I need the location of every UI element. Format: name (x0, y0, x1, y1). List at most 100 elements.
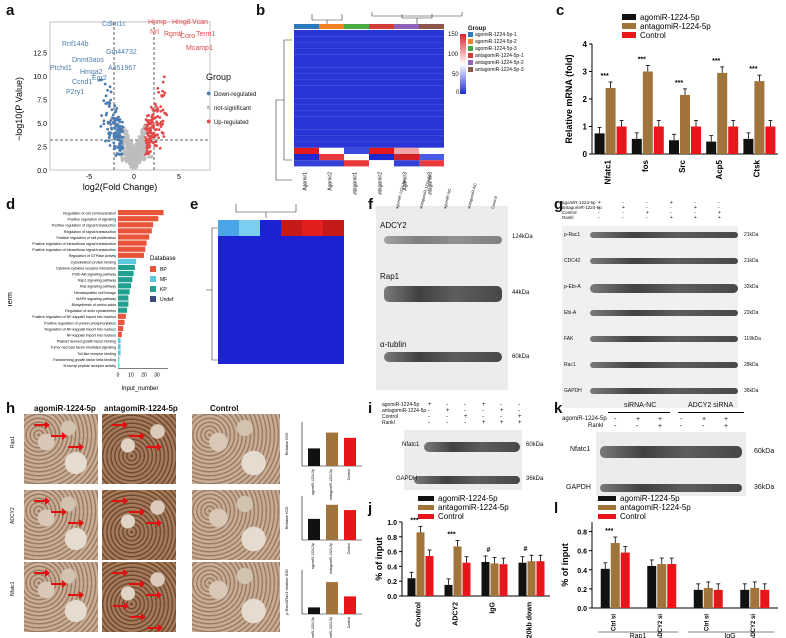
heatmap-e-cell (260, 300, 281, 316)
heatmap-e-cell (239, 300, 260, 316)
volcano-point (106, 127, 110, 131)
blot-g-condition: agomiR-1224-5p (562, 200, 596, 205)
volcano-point (110, 108, 114, 112)
blot-i-sign: + (518, 420, 522, 426)
ihc-arrow (34, 421, 50, 429)
volcano-point (107, 139, 111, 143)
ihc-arrow (112, 421, 128, 429)
heatmap-b-col-label: Antagomir3 (428, 172, 434, 195)
heatmap-b-cell (344, 135, 369, 142)
volcano-point (147, 122, 151, 125)
heatmap-b-cell (319, 42, 344, 49)
heatmap-e-cell (323, 332, 344, 348)
heatmap-b-dendrogram-top (311, 12, 463, 24)
go-bar (118, 258, 137, 264)
volcano-point (152, 131, 156, 135)
heatmap-b-col-label: Agomir1 (303, 172, 309, 191)
go-bar (118, 271, 134, 277)
blot-g-band-label: p-Rac1 (564, 232, 581, 238)
volcano-point (120, 141, 124, 145)
heatmap-b-legend-items: agomiR-1224-5p-1 agomiR-1224-5p-2 agomiR-1… (468, 32, 554, 74)
bar (536, 561, 545, 596)
heatmap-b-cell (369, 160, 394, 167)
blot-g-size: 119kDa (744, 336, 761, 342)
bar (616, 126, 627, 154)
go-x-tick: 10 (128, 373, 134, 379)
blot-f-label-rap1: Rap1 (380, 272, 400, 281)
category-label: ADCY2 (453, 602, 460, 626)
ihc-arrow (51, 580, 67, 588)
go-bar (118, 344, 121, 350)
heatmap-b-cell (294, 48, 319, 55)
volcano-point (130, 150, 134, 154)
h-category-label: agomiR-1224-5p (311, 469, 315, 495)
heatmap-b-cell (319, 129, 344, 136)
heatmap-b-cell (294, 135, 319, 142)
heatmap-b-col-label: Agomir3 (403, 172, 409, 191)
volcano-point (142, 140, 146, 144)
heatmap-b-dendrogram-left (275, 39, 292, 181)
heatmap-b-cell (369, 92, 394, 99)
volcano-down-label: Rnf144b (62, 41, 89, 48)
blot-f-label-adcy2: ADCY2 (380, 221, 407, 230)
blot-i-sign: - (446, 414, 448, 420)
category-label: ADCY2 si (658, 614, 664, 638)
heatmap-e-cell (281, 284, 302, 300)
blot-g-sign: + (694, 205, 697, 211)
bar (490, 563, 499, 596)
volcano-up-label: Hmg8 (172, 19, 191, 26)
blot-i-band-gapdh (414, 476, 520, 484)
bar (693, 589, 703, 608)
heatmap-b-cell (344, 85, 369, 92)
heatmap-e-cell (302, 220, 323, 236)
volcano-point (119, 128, 122, 131)
blot-g-sign: + (718, 210, 721, 216)
volcano-point (114, 109, 118, 113)
heatmap-b-colorbar (460, 34, 466, 94)
volcano-point (148, 144, 152, 148)
heatmap-b-legend-label: agomiR-1224-5p-3 (475, 46, 517, 52)
heatmap-b-cell (394, 73, 419, 80)
heatmap-b-cell (294, 61, 319, 68)
heatmap-b-cell (294, 92, 319, 99)
heatmap-b-cell (369, 85, 394, 92)
volcano-point (143, 136, 147, 140)
bar (717, 72, 728, 154)
heatmap-b-cell (394, 160, 419, 167)
volcano-point (150, 115, 154, 119)
panel-letter-e: e (190, 196, 199, 213)
significance-label: *** (410, 517, 418, 524)
heatmap-b-cell (394, 36, 419, 43)
heatmap-e-cell (302, 284, 323, 300)
volcano-point (138, 159, 142, 163)
heatmap-b-cell (394, 135, 419, 142)
heatmap-b-cell (369, 154, 394, 161)
volcano-point (161, 108, 165, 112)
heatmap-e-cell (260, 348, 281, 364)
heatmap-b-cell (319, 160, 344, 167)
category-label: Ctsk (752, 159, 761, 177)
heatmap-e-cell (302, 236, 323, 252)
volcano-point (127, 148, 131, 152)
blot-g-band (590, 258, 738, 264)
volcano-point (120, 159, 124, 163)
volcano-legend-down: Down-regulated (213, 92, 257, 98)
heatmap-b-legend-swatch (468, 60, 473, 66)
volcano-point (119, 153, 123, 156)
volcano-point (126, 142, 130, 145)
go-term-label: Regulation of GTPase activity (69, 254, 117, 258)
volcano-point (143, 149, 146, 153)
group-label-rap1: Rap1 (630, 633, 647, 638)
go-term-label: MAPK signaling pathway (76, 297, 116, 301)
h-bar (344, 437, 356, 466)
blot-g-condition: Control (562, 210, 577, 215)
volcano-yticks: 0.0 2.5 5.0 7.5 10.0 12.5 (33, 51, 47, 176)
category-label: ADCY2 si (751, 614, 757, 638)
volcano-down-label: Dnmt3aos (72, 57, 104, 64)
heatmap-b-cell (319, 147, 344, 154)
blot-g-band (590, 336, 738, 342)
go-term-label: Ras signaling pathway (80, 285, 116, 289)
volcano-ylabel: −log10(P Value) (14, 77, 24, 141)
volcano-point (116, 123, 119, 126)
